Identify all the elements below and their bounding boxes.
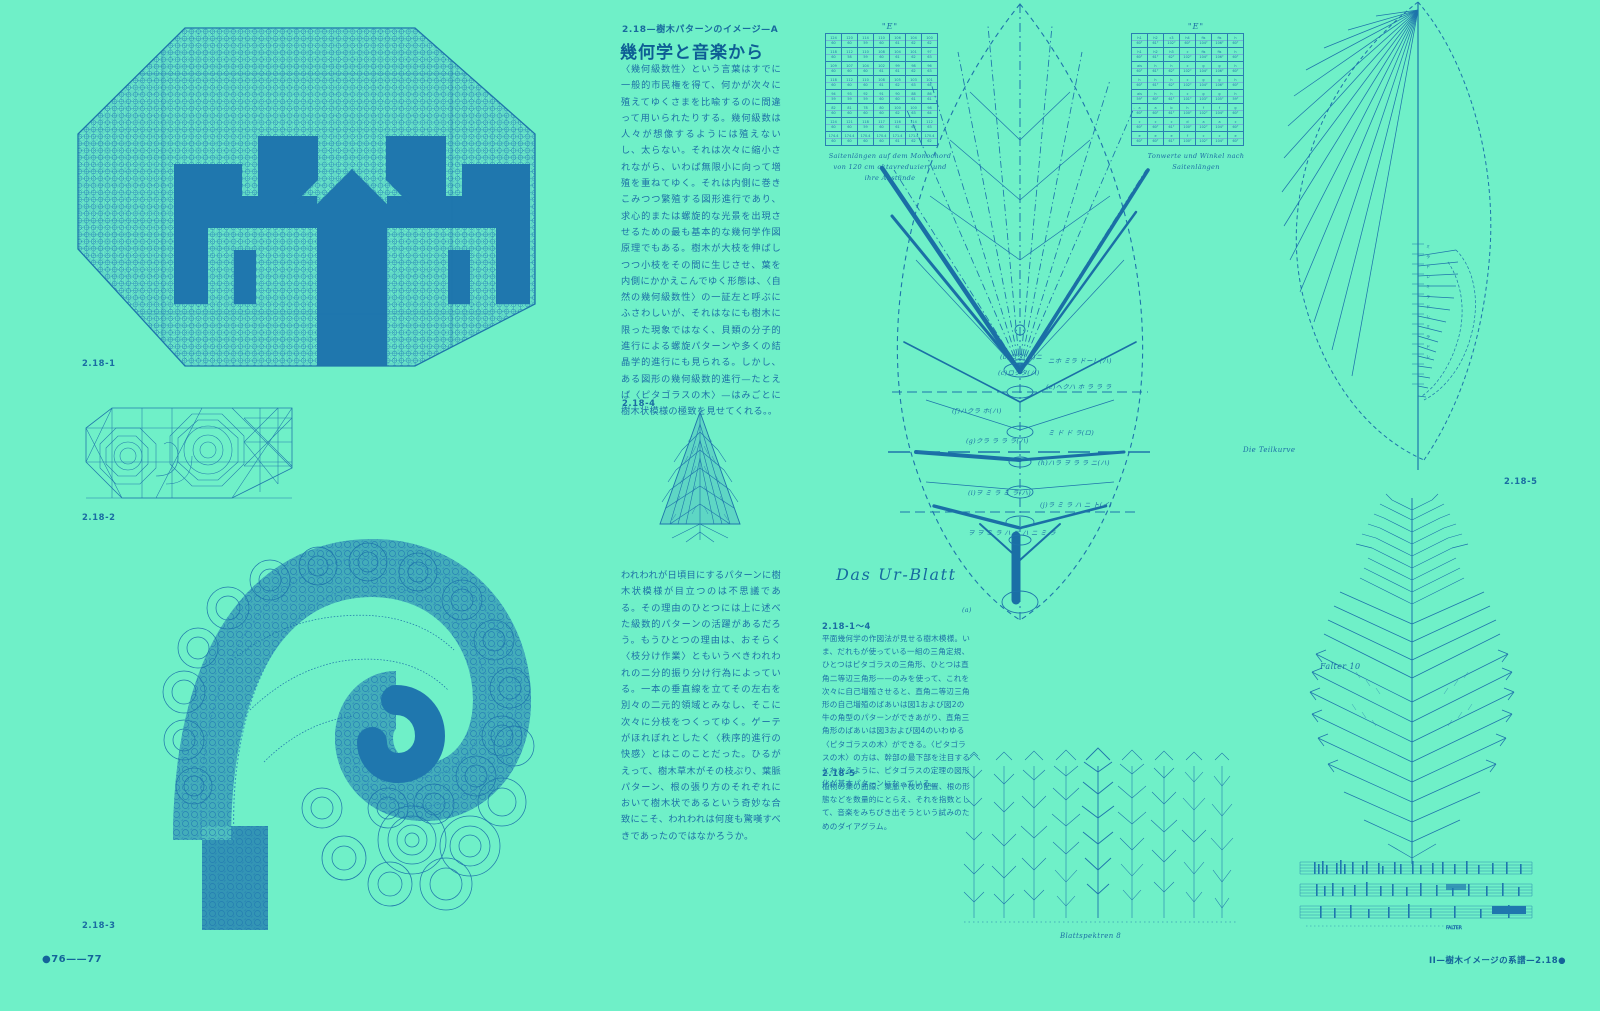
leaf-annotation-7: ミ ド ド ラ(ロ) [1048,429,1095,437]
figure-falter [1300,492,1530,872]
number-table-right-grid: h1 60° h2 61° c3 102° h4 60° fis 104° fis 106° h 60° … [1131,33,1244,146]
leaf-annotation-0: (a) [962,606,972,614]
svg-text:ラ: ラ [1426,294,1430,300]
svg-text:ミ: ミ [1426,244,1430,249]
article-body-1: 〈幾何級数性〉という言葉はすでに一般的市民権を得て、何かが次々に殖えてゆくさまを… [621,64,781,418]
figure-2-18-4 [612,406,788,546]
leaf-annotation-5: (e)ヘクハ ホ ラ ラ ラ [1046,383,1112,391]
svg-text:ミ: ミ [1426,284,1430,289]
number-table-right-caption: Tonwerte und Winkel nach Saitenlängen [1147,152,1245,171]
leaf-annotation-8: (g)クラ ラ ラ ラ(ハ) [966,437,1029,445]
article-body-2: われわれが日頃目にするパターンに樹木状模様が目立つのは不思議である。その理由のひ… [621,570,781,842]
leaf-annotation-10: (i)ヲ ミ ラ ミ ラ(ハ) [968,489,1031,497]
svg-text:ミ: ミ [1426,324,1430,329]
leaf-annotation-4: ニホ ミラ ドーレ(ハ) [1048,357,1112,365]
blattspektren-label: Blattspektren 8 [1060,932,1122,940]
figure-teilkurve: ミラ ドレ ミラ ドレ ミラ ドレ [1258,0,1518,480]
number-table-left-grid: 124 60 120 60 114 59 110 60 106 61 104 62 100 62 118 6… [825,33,938,146]
figure-2-18-2 [82,398,322,518]
figure-2-18-1 [62,14,582,374]
figure-ur-blatt [830,0,1230,630]
svg-text:ド: ド [1426,264,1430,269]
figure-music-score: FALTER [1296,856,1536,936]
figure-2-18-3 [82,538,582,930]
leaf-annotation-9: (h)ハラ ヲ ラ ラ ニ(ハ) [1038,459,1110,467]
falter-label: Falter 10 [1320,662,1361,671]
svg-text:レ: レ [1426,274,1430,279]
number-table-right-title: "E" [1187,22,1205,31]
teilkurve-label: Die Teilkurve [1243,446,1296,454]
ur-blatt-title: Das Ur-Blatt [836,565,957,584]
leaf-annotation-6: (f)ハクラ ホ(ハ) [952,407,1002,415]
svg-text:ラ: ラ [1426,254,1430,260]
svg-text:ラ: ラ [1426,334,1430,340]
svg-text:レ: レ [1426,354,1430,359]
fig-2-18-1-label: 2.18-1 [82,358,116,368]
number-table-left-title: "E" [881,22,899,31]
number-table-right: "E" h1 60° h2 61° c3 102° h4 60° fis 104° fis 106° h… [1131,22,1261,171]
folio-left: ●76——77 [42,954,103,965]
caption-5-number: 2.18-5 [822,768,856,778]
fig-2-18-4-label: 2.18-4 [622,398,656,408]
svg-text:FALTER: FALTER [1446,925,1462,931]
svg-text:ド: ド [1426,344,1430,349]
number-table-left: "E" 124 60 120 60 114 59 110 60 106 61 104 62 100 62 … [825,22,955,182]
fig-2-18-3-label: 2.18-3 [82,920,116,930]
leaf-annotation-2: (c)ロクタ(ハ) [998,369,1040,377]
caption-5-text: 植物の葉の曲線、葉脈や枝の配置、根の形態などを数量的にとらえ、それを指数として、… [822,782,971,831]
fig-2-18-5-label: 2.18-5 [1504,476,1538,486]
footer-right: II—樹木イメージの系譜—2.18● [1429,956,1567,966]
fig-2-18-2-label: 2.18-2 [82,512,116,522]
figure-blattspektren [960,747,1240,930]
svg-text:ド: ド [1426,304,1430,309]
article-headline: 幾何学と音楽から [620,43,764,63]
caption-1-4-number: 2.18-1〜4 [822,621,871,631]
leaf-annotation-11: (j)ラ ミ ラ ハ ニ ト(イ) [1040,501,1112,509]
leaf-annotation-12: ヲ ヲ ミ ラ ハ ニ ハ ニ ミ ラ [968,529,1056,537]
leaf-annotation-1: (b)ロタ(ハ)ニ [1000,353,1043,361]
caption-1-4-text: 平面幾何学の作図法が見せる樹木模様。いま、だれもが使っている一組の三角定規、ひと… [822,634,971,789]
article-kicker: 2.18—樹木パターンのイメージ—A [622,25,779,35]
svg-text:レ: レ [1426,314,1430,319]
